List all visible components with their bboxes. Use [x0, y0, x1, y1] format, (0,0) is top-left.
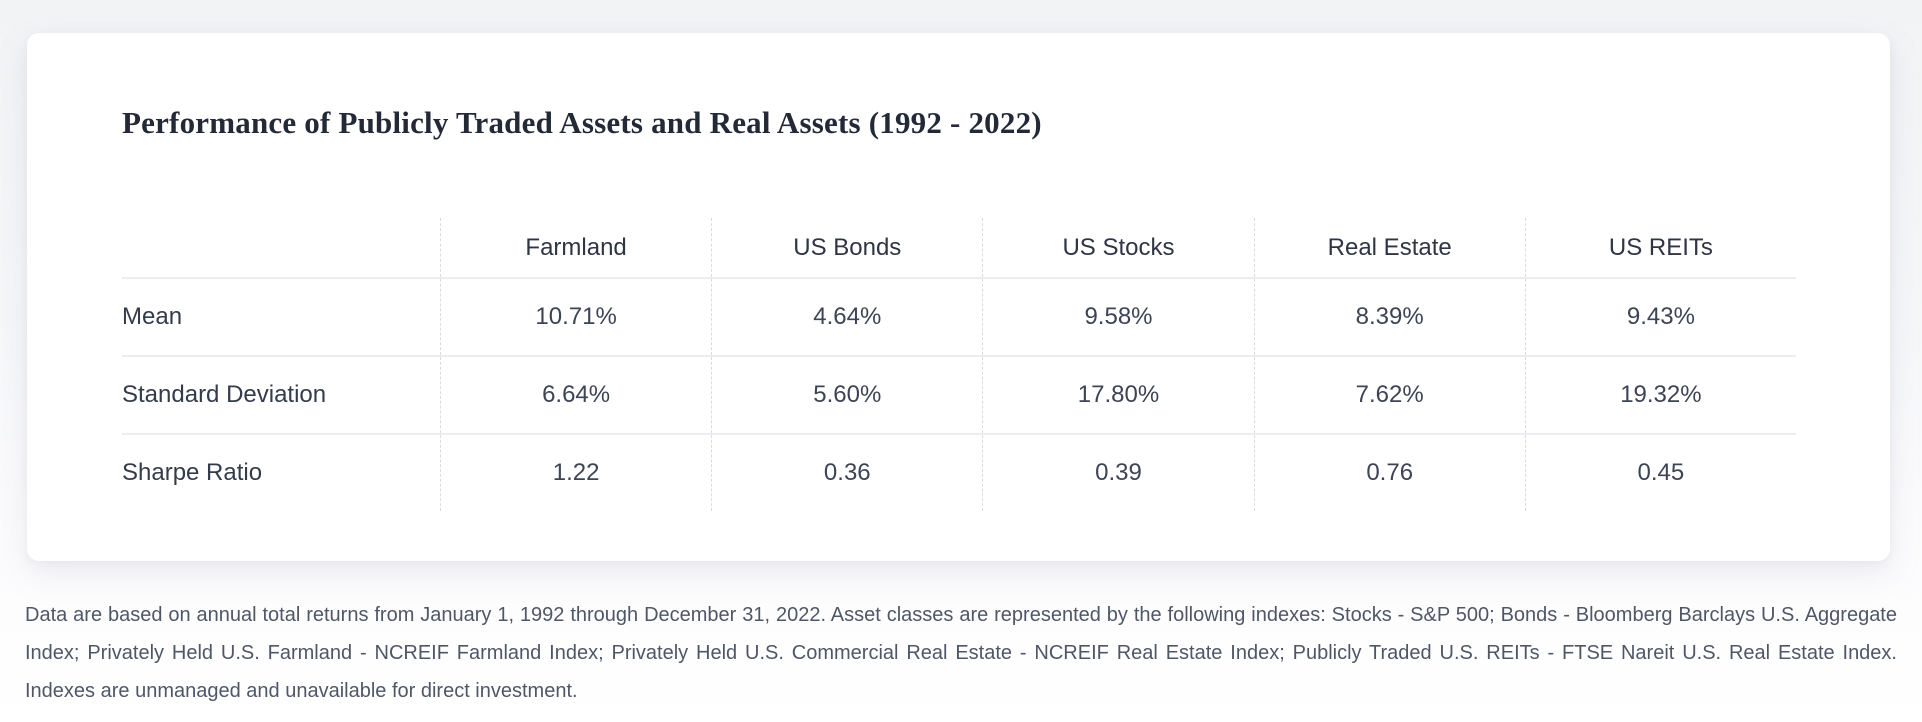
- row-label-mean: Mean: [122, 303, 183, 330]
- table-title: Performance of Publicly Traded Assets an…: [122, 105, 1042, 140]
- row-label-sharpe-ratio: Sharpe Ratio: [122, 459, 263, 486]
- performance-table-card: Performance of Publicly Traded Assets an…: [27, 33, 1890, 561]
- table-cell: 0.76: [1253, 435, 1525, 511]
- table-row-standard-deviation: Standard Deviation 6.64% 5.60% 17.80% 7.…: [122, 355, 1796, 433]
- table-cell: 4.64%: [711, 279, 982, 355]
- footnote-text: Data are based on annual total returns f…: [25, 604, 1897, 702]
- column-header-us-bonds: US Bonds: [711, 218, 982, 277]
- table-cell: 6.64%: [440, 357, 711, 433]
- table-cell: 0.45: [1524, 435, 1796, 511]
- column-header-us-reits: US REITs: [1524, 218, 1796, 277]
- row-label-standard-deviation: Standard Deviation: [122, 381, 327, 408]
- table-cell: 1.22: [440, 435, 711, 511]
- table-row-mean: Mean 10.71% 4.64% 9.58% 8.39% 9.43%: [122, 277, 1796, 355]
- table-header-row: Farmland US Bonds US Stocks Real Estate …: [122, 218, 1796, 277]
- table-cell: 9.43%: [1524, 279, 1796, 355]
- column-header-us-stocks: US Stocks: [982, 218, 1253, 277]
- table-cell: 0.39: [982, 435, 1253, 511]
- table-cell: 8.39%: [1253, 279, 1525, 355]
- column-header-real-estate: Real Estate: [1253, 218, 1525, 277]
- table-cell: 7.62%: [1253, 357, 1525, 433]
- table-cell: 17.80%: [982, 357, 1253, 433]
- table-cell: 19.32%: [1524, 357, 1796, 433]
- performance-table: Farmland US Bonds US Stocks Real Estate …: [122, 218, 1796, 511]
- column-header-farmland: Farmland: [440, 218, 711, 277]
- table-cell: 9.58%: [982, 279, 1253, 355]
- table-cell: 5.60%: [711, 357, 982, 433]
- table-row-sharpe-ratio: Sharpe Ratio 1.22 0.36 0.39 0.76 0.45: [122, 433, 1796, 511]
- table-cell: 10.71%: [440, 279, 711, 355]
- table-cell: 0.36: [711, 435, 982, 511]
- corner-cell: [122, 218, 440, 277]
